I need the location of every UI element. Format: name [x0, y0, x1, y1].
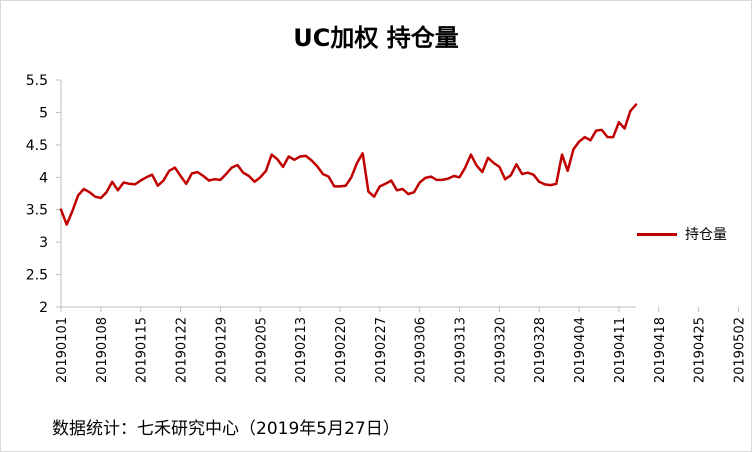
axes	[60, 80, 636, 308]
x-tick-label: 20190320	[493, 317, 508, 383]
x-tick-label: 20190404	[573, 317, 588, 383]
x-tick-label: 20190205	[254, 317, 269, 383]
x-tick-label: 20190313	[454, 317, 469, 383]
series-group	[59, 103, 638, 226]
x-tick-label: 20190129	[214, 317, 229, 383]
y-tick-label: 2	[39, 300, 48, 316]
series-line-open-interest	[59, 103, 638, 226]
chart-title: UC加权 持仓量	[293, 24, 459, 52]
x-tick-label: 20190328	[533, 317, 548, 383]
y-tick-label: 4	[39, 170, 48, 186]
y-tick-label: 5.5	[26, 73, 48, 89]
x-tick-label: 20190425	[693, 317, 708, 383]
x-tick-label: 20190213	[294, 317, 309, 383]
x-tick-label: 20190122	[175, 317, 190, 383]
x-axis-ticks: 20190101 20190108 20190115 20190122 20190129…	[55, 307, 747, 383]
y-tick-label: 3	[39, 235, 48, 251]
x-tick-label: 20190101	[55, 317, 70, 383]
y-tick-label: 2.5	[26, 268, 48, 284]
y-tick-label: 3.5	[26, 203, 48, 219]
y-tick-label: 5	[39, 105, 48, 121]
x-tick-label: 20190115	[135, 317, 150, 383]
y-tick-label: 4.5	[26, 138, 48, 154]
x-tick-label: 20190418	[653, 317, 668, 383]
x-tick-label: 20190411	[613, 317, 628, 383]
source-note: 数据统计：七禾研究中心（2019年5月27日）	[52, 419, 400, 439]
legend-swatch	[637, 232, 677, 236]
x-tick-label: 20190220	[334, 317, 349, 383]
x-tick-label: 20190502	[732, 317, 747, 383]
legend: 持仓量	[637, 224, 727, 244]
x-tick-label: 20190108	[95, 317, 110, 383]
y-axis-ticks: 2 2.5 3 3.5 4 4.5 5 5.5	[26, 73, 61, 316]
x-tick-label: 20190306	[414, 317, 429, 383]
legend-label: 持仓量	[685, 227, 727, 243]
x-tick-label: 20190227	[374, 317, 389, 383]
